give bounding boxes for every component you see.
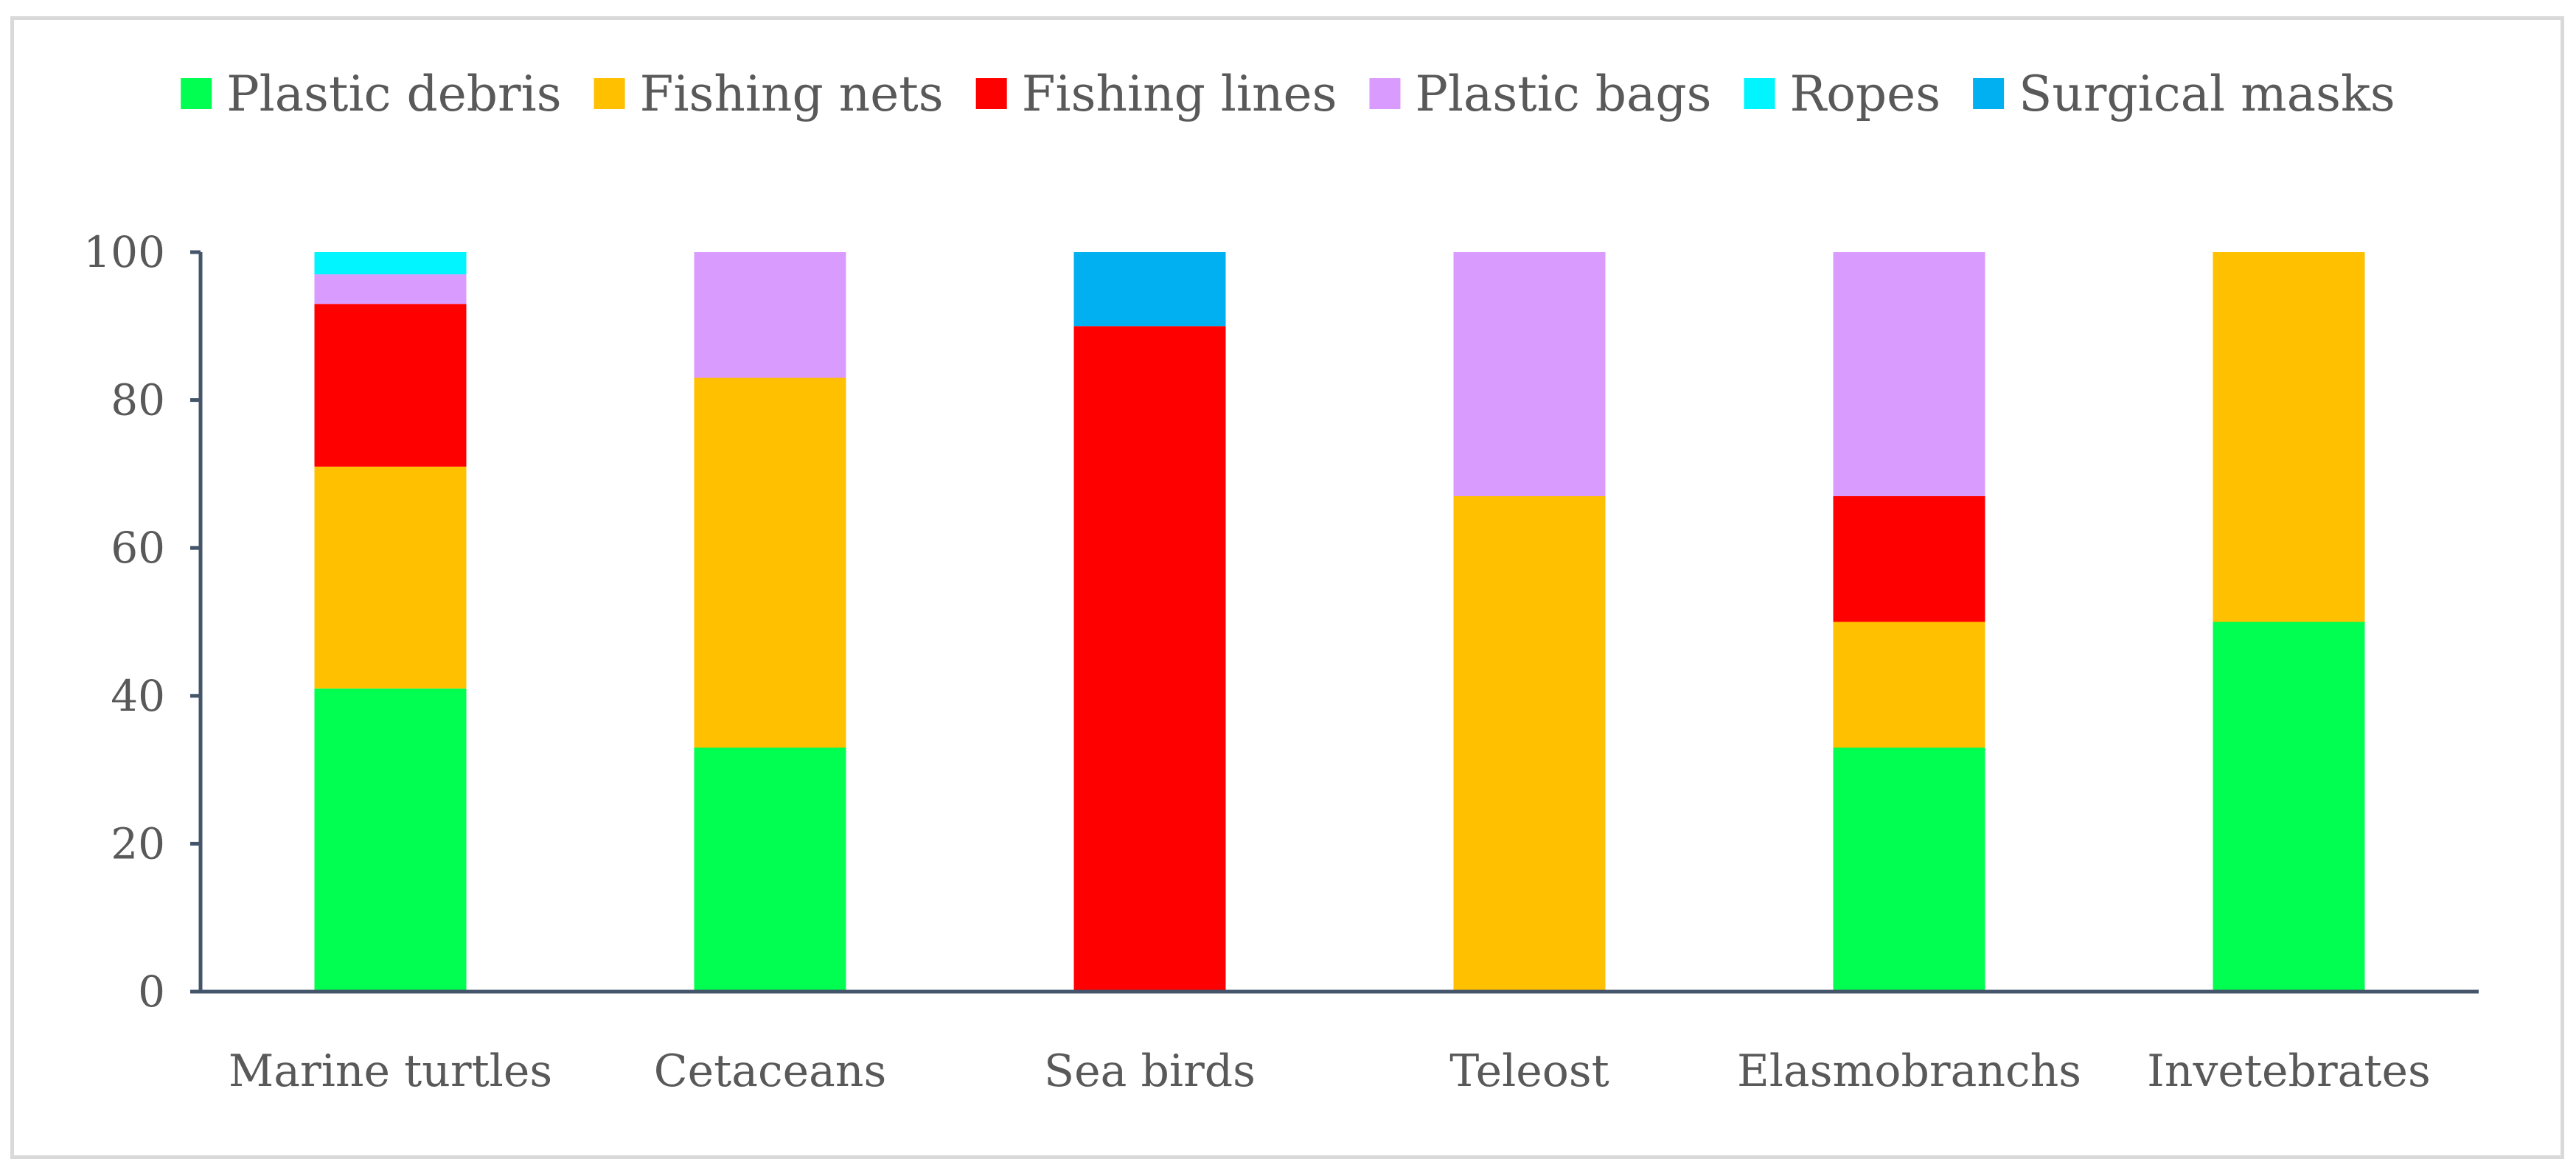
legend-swatch — [593, 78, 625, 109]
bar-cetaceans-plastic-bags — [694, 252, 846, 378]
bars — [314, 252, 2365, 992]
bar-teleost-fishing-nets — [1453, 496, 1606, 992]
y-tick-label: 100 — [83, 227, 165, 277]
x-axis: Marine turtles Cetaceans Sea birds Teleost E… — [201, 989, 2479, 1097]
legend-swatch — [1744, 78, 1775, 109]
y-tick-label: 60 — [111, 523, 165, 573]
y-axis: 0 20 40 60 80 100 — [83, 227, 203, 1017]
bar-elasmobranchs-fishing-lines — [1833, 496, 1985, 622]
bar-elasmobranchs-plastic-debris — [1833, 748, 1985, 992]
bar-invetebrates-plastic-debris — [2213, 622, 2365, 992]
legend-label: Surgical masks — [2019, 66, 2395, 122]
bar-marine-turtles-ropes — [314, 252, 467, 275]
x-tick-label: Invetebrates — [2147, 1045, 2431, 1097]
x-tick-label: Cetaceans — [654, 1045, 887, 1097]
legend-label: Ropes — [1790, 66, 1941, 122]
legend-swatch — [1369, 78, 1401, 109]
bar-elasmobranchs-plastic-bags — [1833, 252, 1985, 496]
x-tick-label: Sea birds — [1044, 1045, 1256, 1097]
y-tick-label: 20 — [111, 818, 165, 869]
legend-swatch — [1973, 78, 2005, 109]
y-tick-label: 80 — [111, 375, 165, 425]
legend-label: Fishing lines — [1022, 66, 1337, 122]
bar-elasmobranchs-fishing-nets — [1833, 622, 1985, 748]
legend-item-ropes: Ropes — [1744, 66, 1941, 122]
bar-marine-turtles-fishing-nets — [314, 466, 467, 689]
legend-label: Plastic debris — [226, 66, 561, 122]
bar-marine-turtles-plastic-debris — [314, 688, 467, 992]
bar-invetebrates-fishing-nets — [2213, 252, 2365, 622]
legend-swatch — [975, 78, 1007, 109]
bar-sea-birds-surgical-masks — [1073, 252, 1226, 327]
legend-label: Fishing nets — [640, 66, 944, 122]
legend-swatch — [181, 78, 212, 109]
legend-label: Plastic bags — [1415, 66, 1711, 122]
y-tick-label: 40 — [111, 671, 165, 721]
bar-teleost-plastic-bags — [1453, 252, 1606, 496]
bar-marine-turtles-plastic-bags — [314, 274, 467, 304]
x-tick-label: Teleost — [1449, 1045, 1609, 1097]
legend-item-fishing-nets: Fishing nets — [593, 66, 944, 122]
legend-item-plastic-bags: Plastic bags — [1369, 66, 1712, 122]
legend-item-fishing-lines: Fishing lines — [975, 66, 1337, 122]
x-tick-label: Elasmobranchs — [1737, 1045, 2081, 1097]
y-tick-label: 0 — [138, 967, 165, 1017]
bar-marine-turtles-fishing-lines — [314, 304, 467, 467]
bar-sea-birds-fishing-lines — [1073, 326, 1226, 992]
bar-cetaceans-plastic-debris — [694, 748, 846, 992]
legend-item-plastic-debris: Plastic debris — [181, 66, 562, 122]
bar-cetaceans-fishing-nets — [694, 377, 846, 748]
legend-item-surgical-masks: Surgical masks — [1973, 66, 2395, 122]
legend: Plastic debris Fishing nets Fishing lines P… — [181, 66, 2395, 122]
x-tick-label: Marine turtles — [229, 1045, 552, 1097]
